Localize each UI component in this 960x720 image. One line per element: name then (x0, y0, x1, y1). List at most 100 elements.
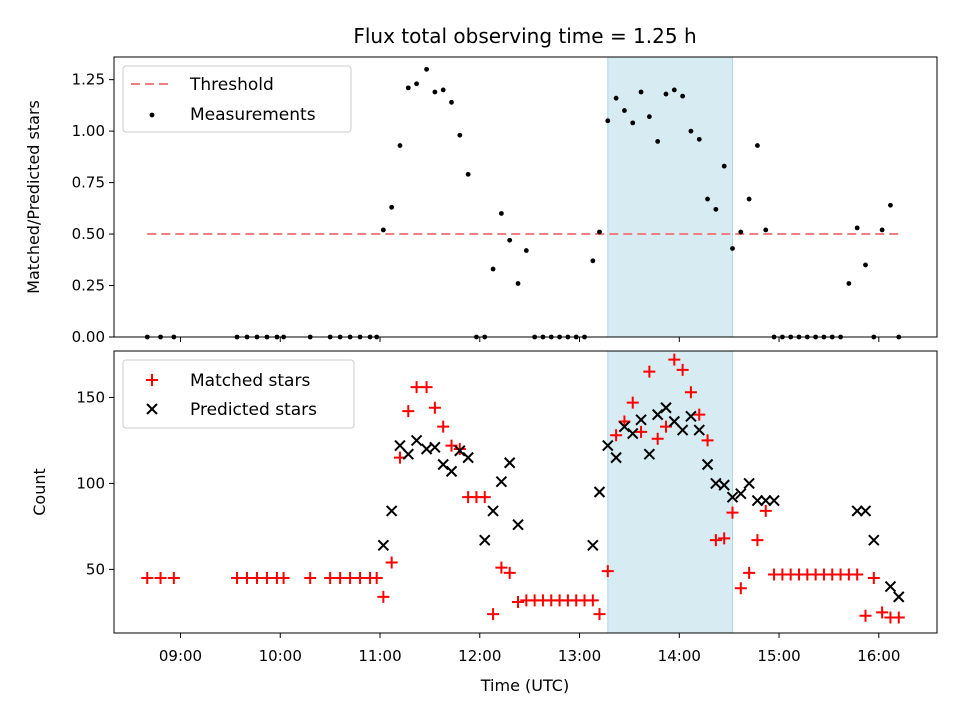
x-tick-label: 11:00 (358, 647, 401, 665)
measurement-point (863, 262, 868, 268)
matched-star-point (651, 432, 664, 445)
x-tick-label: 10:00 (259, 647, 302, 665)
measurement-point (746, 196, 752, 202)
bottom-y-tick-label: 50 (86, 560, 105, 578)
matched-star-point (751, 534, 764, 547)
predicted-star-point (627, 427, 639, 440)
measurement-point (671, 87, 677, 93)
predicted-star-point (512, 518, 524, 531)
x-axis-label: Time (UTC) (480, 676, 569, 695)
predicted-star-point (893, 591, 905, 603)
measurement-point (755, 143, 760, 148)
predicted-star-point (429, 441, 441, 454)
measurement-point (854, 225, 860, 231)
measurement-point (888, 202, 893, 208)
matched-star-point (718, 532, 731, 545)
measurement-point (713, 206, 719, 212)
measurement-point (622, 108, 627, 113)
matched-star-point (867, 571, 880, 584)
predicted-star-point (718, 479, 730, 491)
measurement-point (590, 258, 596, 264)
x-tick-label: 14:00 (658, 647, 701, 665)
matched-star-point (859, 609, 872, 622)
predicted-star-point (735, 488, 747, 500)
matched-star-point (726, 506, 739, 519)
measurement-point (846, 281, 852, 286)
matched-star-point (593, 608, 606, 621)
measurement-point (507, 237, 513, 243)
matched-star-point (154, 571, 167, 584)
matched-star-point (495, 561, 508, 574)
matched-star-point (643, 365, 656, 378)
bottom-y-axis-ticks: 50 100 150 (76, 388, 114, 578)
predicted-star-point (394, 439, 406, 452)
predicted-star-point (410, 434, 423, 447)
bottom-x-axis-ticks: 09:00 10:00 11:00 12:00 13:00 14:00 15:00 16:00 (159, 633, 900, 665)
predicted-star-point (602, 439, 614, 452)
measurement-point (597, 229, 602, 235)
matched-star-point (676, 363, 689, 376)
measurement-point (465, 171, 471, 177)
top-y-tick-label: 1.00 (72, 122, 105, 140)
legend-matched-swatch (146, 374, 158, 386)
measurement-point (380, 227, 386, 233)
predicted-star-point (743, 477, 755, 490)
matched-star-point (709, 534, 722, 547)
predicted-star-point (635, 414, 647, 426)
measurement-point (638, 89, 644, 95)
measurement-point (655, 139, 661, 144)
matched-star-point (437, 420, 450, 433)
predicted-star-point (651, 408, 664, 421)
measurement-point (523, 248, 529, 253)
measurement-point (663, 91, 669, 97)
predicted-star-point (377, 539, 390, 552)
predicted-star-point (593, 486, 606, 498)
predicted-star-point (660, 402, 672, 414)
top-plot-frame (113, 56, 938, 338)
bottom-y-tick-label: 100 (76, 474, 105, 492)
matched-star-point (635, 425, 648, 438)
top-panel: 0.00 0.25 0.50 0.75 1.00 1.25 Matched/Predict… (24, 56, 938, 346)
predicted-star-point (693, 424, 705, 436)
predicted-star-point (868, 534, 880, 546)
measurement-point (613, 95, 619, 101)
bottom-y-axis-label: Count (30, 468, 49, 516)
measurement-point (696, 136, 702, 142)
predicted-star-point (710, 477, 722, 490)
top-legend-box (122, 65, 352, 133)
measurement-point (705, 196, 710, 202)
measurement-point (879, 227, 885, 233)
matched-star-point (512, 596, 525, 609)
predicted-star-point (503, 457, 516, 469)
legend-predicted-swatch (146, 403, 158, 415)
predicted-star-point (587, 539, 599, 552)
predicted-star-point (454, 445, 466, 457)
measurement-point (688, 128, 694, 134)
measurement-point (680, 93, 686, 99)
matched-star-point (693, 408, 706, 421)
matched-star-point (701, 434, 714, 447)
top-y-tick-label: 0.00 (72, 328, 105, 346)
bottom-highlight-span (607, 350, 733, 634)
measurement-point (424, 66, 429, 72)
predicted-star-point (668, 415, 681, 428)
x-tick-label: 13:00 (558, 647, 601, 665)
matched-star-point (277, 571, 290, 584)
matched-star-point (304, 571, 317, 584)
predicted-star-point (676, 424, 689, 436)
predicted-star-point (437, 458, 449, 471)
predicted-star-point (751, 494, 764, 507)
matched-star-point (668, 353, 681, 366)
predicted-star-point (760, 494, 772, 507)
measurement-point (763, 227, 769, 233)
top-y-tick-label: 1.25 (72, 71, 105, 89)
predicted-star-point (884, 580, 897, 593)
predicted-star-point (701, 458, 714, 471)
matched-star-point (851, 568, 864, 581)
predicted-star-point (685, 410, 697, 423)
legend-threshold-label: Threshold (189, 75, 274, 95)
x-tick-label: 15:00 (757, 647, 800, 665)
legend-predicted-label: Predicted stars (190, 400, 317, 420)
measurement-point (432, 89, 438, 95)
